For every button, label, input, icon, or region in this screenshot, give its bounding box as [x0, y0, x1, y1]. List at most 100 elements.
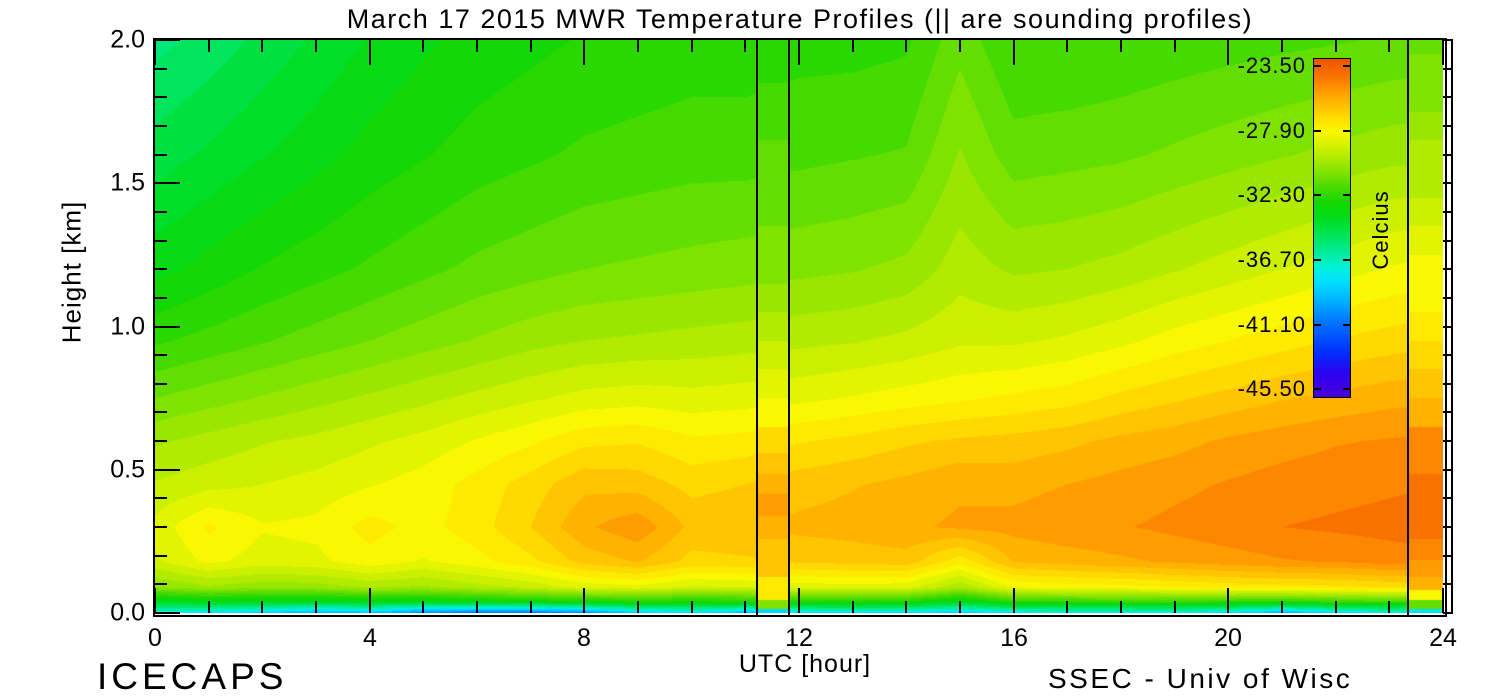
x-tick-top — [1388, 40, 1390, 52]
x-tick-label: 24 — [1429, 624, 1457, 652]
x-tick — [208, 601, 210, 613]
x-tick — [315, 601, 317, 613]
y-tick — [155, 526, 167, 528]
x-tick — [959, 601, 961, 613]
x-tick-label: 20 — [1214, 624, 1242, 652]
right-axis-rung — [1443, 125, 1453, 127]
x-tick — [530, 601, 532, 613]
x-tick — [422, 601, 424, 613]
x-tick — [369, 588, 371, 613]
x-tick-top — [798, 40, 800, 65]
y-tick — [155, 497, 167, 499]
right-axis-rung — [1443, 583, 1453, 585]
x-tick — [691, 601, 693, 613]
y-tick — [155, 297, 167, 299]
y-tick — [155, 125, 167, 127]
colorbar — [1313, 58, 1351, 398]
colorbar-tick — [1314, 130, 1321, 132]
x-tick — [1120, 601, 1122, 613]
colorbar-tick-label: -32.30 — [1237, 182, 1306, 207]
y-tick — [155, 96, 167, 98]
x-tick — [905, 601, 907, 613]
x-tick-top — [583, 40, 585, 65]
x-tick-top — [530, 40, 532, 52]
right-axis-rung — [1443, 497, 1453, 499]
x-tick-top — [154, 40, 156, 65]
x-tick-top — [315, 40, 317, 52]
x-tick — [476, 601, 478, 613]
right-axis-rung — [1443, 612, 1453, 614]
colorbar-tick-label: -27.90 — [1237, 118, 1306, 143]
colorbar-tick-label: -36.70 — [1237, 247, 1306, 272]
x-tick-label: 8 — [577, 624, 591, 652]
y-tick — [155, 154, 167, 156]
x-tick — [583, 588, 585, 613]
y-tick-label: 1.0 — [110, 312, 145, 341]
x-tick — [154, 588, 156, 613]
colorbar-tick — [1343, 259, 1350, 261]
y-tick — [155, 411, 167, 413]
y-tick — [155, 354, 167, 356]
plot-title: March 17 2015 MWR Temperature Profiles (… — [346, 4, 1254, 34]
x-tick-top — [1066, 40, 1068, 52]
right-axis-rung — [1443, 154, 1453, 156]
x-tick-top — [261, 40, 263, 52]
right-axis-rung — [1443, 383, 1453, 385]
colorbar-tick — [1314, 259, 1321, 261]
right-axis-rung — [1443, 68, 1453, 70]
y-tick — [155, 612, 180, 614]
x-tick — [637, 601, 639, 613]
colorbar-tick-label: -45.50 — [1237, 376, 1306, 401]
x-tick — [1066, 601, 1068, 613]
x-tick-label: 0 — [148, 624, 162, 652]
colorbar-tick — [1343, 194, 1350, 196]
x-tick-top — [1174, 40, 1176, 52]
x-tick-top — [637, 40, 639, 52]
x-tick-top — [476, 40, 478, 52]
y-tick-label: 0.0 — [110, 598, 145, 627]
y-tick-label: 2.0 — [110, 25, 145, 54]
x-tick — [261, 601, 263, 613]
x-tick-top — [959, 40, 961, 52]
y-tick — [155, 39, 180, 41]
y-tick — [155, 583, 167, 585]
y-tick-label: 0.5 — [110, 455, 145, 484]
right-axis-rung — [1443, 39, 1453, 41]
x-tick-label: 4 — [363, 624, 377, 652]
colorbar-tick — [1314, 65, 1321, 67]
x-tick — [798, 588, 800, 613]
y-tick — [155, 440, 167, 442]
colorbar-tick — [1343, 130, 1350, 132]
x-tick-top — [905, 40, 907, 52]
y-tick — [155, 68, 167, 70]
colorbar-tick-label: -23.50 — [1237, 53, 1306, 78]
y-tick — [155, 555, 167, 557]
x-tick-label: 16 — [1000, 624, 1028, 652]
y-tick — [155, 326, 180, 328]
right-axis-rung — [1443, 182, 1453, 184]
colorbar-tick — [1343, 65, 1350, 67]
sounding-profile-line — [1407, 40, 1409, 615]
y-axis-label: Height [km] — [56, 200, 87, 344]
x-tick-top — [1442, 40, 1444, 65]
sounding-profile-line — [788, 40, 790, 615]
x-tick — [1013, 588, 1015, 613]
right-axis-rung — [1443, 326, 1453, 328]
x-tick — [852, 601, 854, 613]
colorbar-tick — [1314, 388, 1321, 390]
y-tick — [155, 182, 180, 184]
colorbar-tick — [1343, 388, 1350, 390]
y-tick — [155, 240, 167, 242]
x-tick — [1388, 601, 1390, 613]
x-tick-top — [1227, 40, 1229, 65]
right-axis-rung — [1443, 96, 1453, 98]
x-tick-top — [852, 40, 854, 52]
x-tick-top — [1335, 40, 1337, 52]
x-tick — [1442, 588, 1444, 613]
x-tick-label: 12 — [785, 624, 813, 652]
right-axis-rung — [1443, 411, 1453, 413]
y-tick — [155, 469, 180, 471]
colorbar-tick — [1314, 194, 1321, 196]
right-axis-rung — [1443, 555, 1453, 557]
